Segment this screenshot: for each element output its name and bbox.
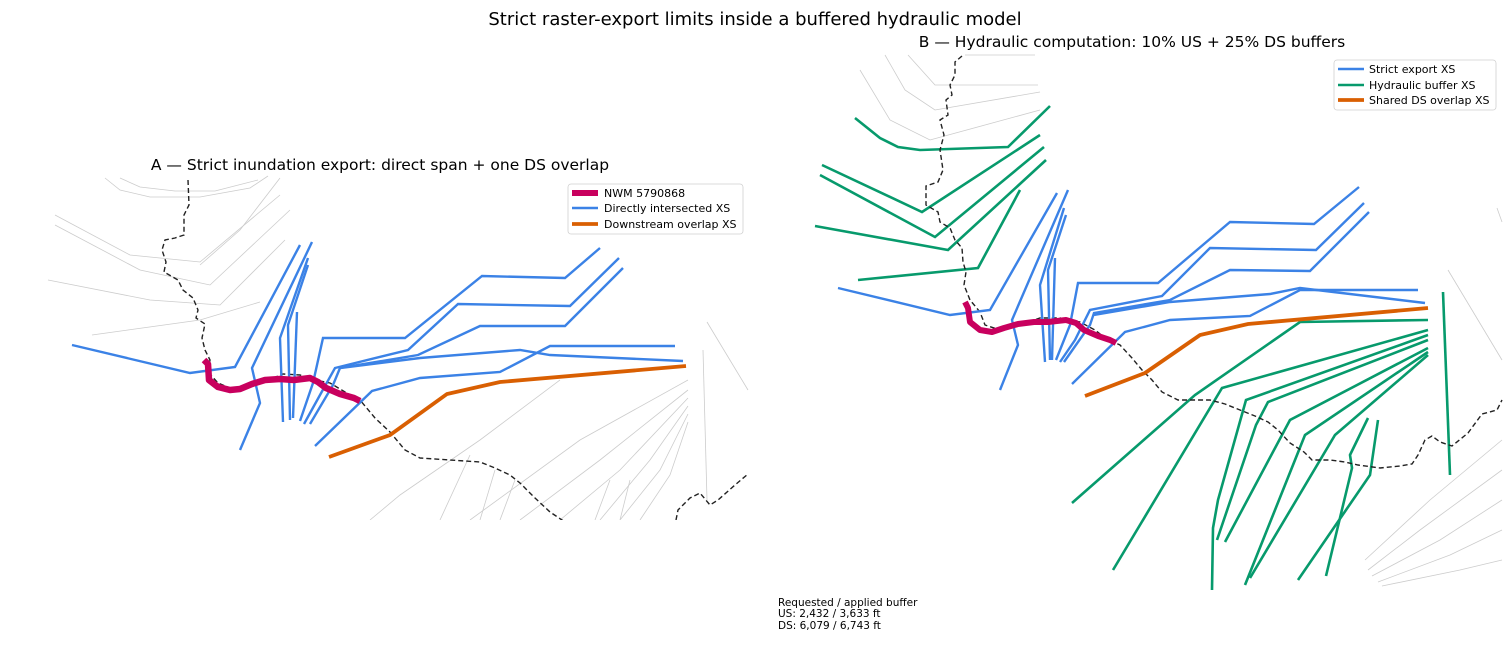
figure-title: Strict raster-export limits inside a buf… bbox=[488, 9, 1021, 30]
panel-b: B — Hydraulic computation: 10% US + 25% … bbox=[778, 33, 1503, 632]
context-xs bbox=[1496, 207, 1503, 223]
context-xs bbox=[479, 469, 496, 520]
strict-xs bbox=[1046, 214, 1068, 361]
reach-nwm bbox=[201, 357, 362, 404]
strict-xs bbox=[1050, 257, 1057, 361]
legend-b-label-buffer: Hydraulic buffer XS bbox=[1369, 79, 1476, 92]
buffer-xs bbox=[821, 133, 1041, 214]
buffer-xs bbox=[814, 159, 1047, 252]
buffer-xs bbox=[1248, 354, 1429, 579]
context-xs bbox=[47, 239, 286, 306]
context-xs bbox=[594, 479, 611, 520]
strict-xs bbox=[302, 257, 620, 425]
context-xs bbox=[91, 301, 261, 336]
legend-b-label-strict: Strict export XS bbox=[1369, 63, 1455, 76]
buffer-xs bbox=[819, 145, 1045, 239]
strict-xs bbox=[1093, 286, 1426, 317]
buffer-xs bbox=[1071, 318, 1429, 504]
context-xs bbox=[619, 413, 689, 520]
context-xs bbox=[519, 389, 689, 520]
buffer-xs bbox=[854, 105, 1051, 152]
buffer-xs bbox=[1215, 338, 1429, 541]
legend-a-label-reach: NWM 5790868 bbox=[604, 187, 685, 200]
flowline-path-east bbox=[675, 473, 749, 520]
strict-xs bbox=[291, 311, 299, 419]
context-xs-group-a bbox=[47, 175, 749, 520]
legend-b: Strict export XS Hydraulic buffer XS Sha… bbox=[1333, 59, 1497, 111]
context-xs bbox=[439, 454, 471, 520]
strict-xs bbox=[998, 189, 1070, 391]
context-xs bbox=[639, 421, 689, 520]
strict-xs bbox=[1038, 207, 1066, 363]
strict-xs bbox=[278, 257, 310, 423]
strict-xs-group-b bbox=[837, 186, 1426, 391]
panel-b-title: B — Hydraulic computation: 10% US + 25% … bbox=[919, 33, 1345, 51]
context-xs bbox=[884, 54, 1041, 111]
strict-xs bbox=[314, 344, 675, 447]
buffer-xs bbox=[1441, 291, 1452, 476]
legend-a: NWM 5790868 Directly intersected XS Down… bbox=[567, 183, 744, 235]
context-xs bbox=[54, 194, 281, 263]
context-xs bbox=[199, 177, 281, 266]
buffer-xs-ds-group bbox=[1071, 291, 1452, 591]
context-xs bbox=[702, 349, 708, 501]
context-xs bbox=[559, 397, 689, 520]
context-xs bbox=[369, 379, 561, 520]
buffer-xs bbox=[1111, 328, 1429, 571]
buffer-xs bbox=[1243, 350, 1429, 586]
panel-a: A — Strict inundation export: direct spa… bbox=[47, 156, 749, 520]
context-xs bbox=[1381, 559, 1503, 587]
strict-xs bbox=[71, 244, 302, 375]
strict-xs bbox=[339, 348, 684, 370]
context-xs bbox=[619, 479, 631, 520]
buffer-note-heading: Requested / applied buffer bbox=[778, 597, 918, 609]
strict-xs bbox=[286, 264, 310, 421]
context-xs bbox=[499, 479, 516, 520]
buffer-note-ds: DS: 6,079 / 6,743 ft bbox=[778, 620, 881, 632]
panel-a-title: A — Strict inundation export: direct spa… bbox=[151, 156, 609, 174]
overlap-xs bbox=[328, 364, 687, 459]
strict-xs bbox=[1054, 186, 1360, 361]
strict-xs bbox=[1063, 211, 1370, 363]
context-xs bbox=[1377, 529, 1503, 583]
buffer-note: Requested / applied buffer US: 2,432 / 3… bbox=[778, 597, 918, 632]
overlap-xs bbox=[1084, 306, 1429, 398]
legend-a-label-direct: Directly intersected XS bbox=[604, 202, 730, 215]
context-xs bbox=[469, 379, 689, 520]
context-xs bbox=[706, 321, 749, 391]
context-xs bbox=[1371, 499, 1503, 577]
legend-b-label-overlap: Shared DS overlap XS bbox=[1369, 94, 1490, 107]
legend-a-label-overlap: Downstream overlap XS bbox=[604, 218, 737, 231]
context-xs bbox=[599, 405, 689, 520]
buffer-xs bbox=[857, 189, 1022, 282]
context-xs bbox=[104, 175, 269, 198]
buffer-note-us: US: 2,432 / 3,633 ft bbox=[778, 608, 881, 620]
strict-xs bbox=[308, 267, 624, 425]
context-xs-group-b bbox=[859, 54, 1503, 587]
context-xs bbox=[119, 177, 259, 192]
buffer-xs bbox=[1223, 346, 1429, 543]
strict-xs bbox=[837, 192, 1059, 317]
buffer-xs bbox=[1324, 417, 1370, 577]
context-xs bbox=[1364, 439, 1503, 561]
strict-xs-group-a bbox=[71, 241, 684, 451]
buffer-xs bbox=[1210, 333, 1429, 591]
strict-xs bbox=[1059, 202, 1365, 363]
buffer-xs bbox=[1296, 419, 1380, 581]
buffer-xs-us-group bbox=[814, 105, 1051, 282]
context-xs bbox=[1367, 469, 1503, 571]
context-xs bbox=[54, 209, 291, 286]
context-xs bbox=[1447, 269, 1503, 361]
context-xs bbox=[859, 69, 1041, 141]
context-xs bbox=[907, 54, 1038, 86]
reach-nwm bbox=[962, 300, 1118, 346]
